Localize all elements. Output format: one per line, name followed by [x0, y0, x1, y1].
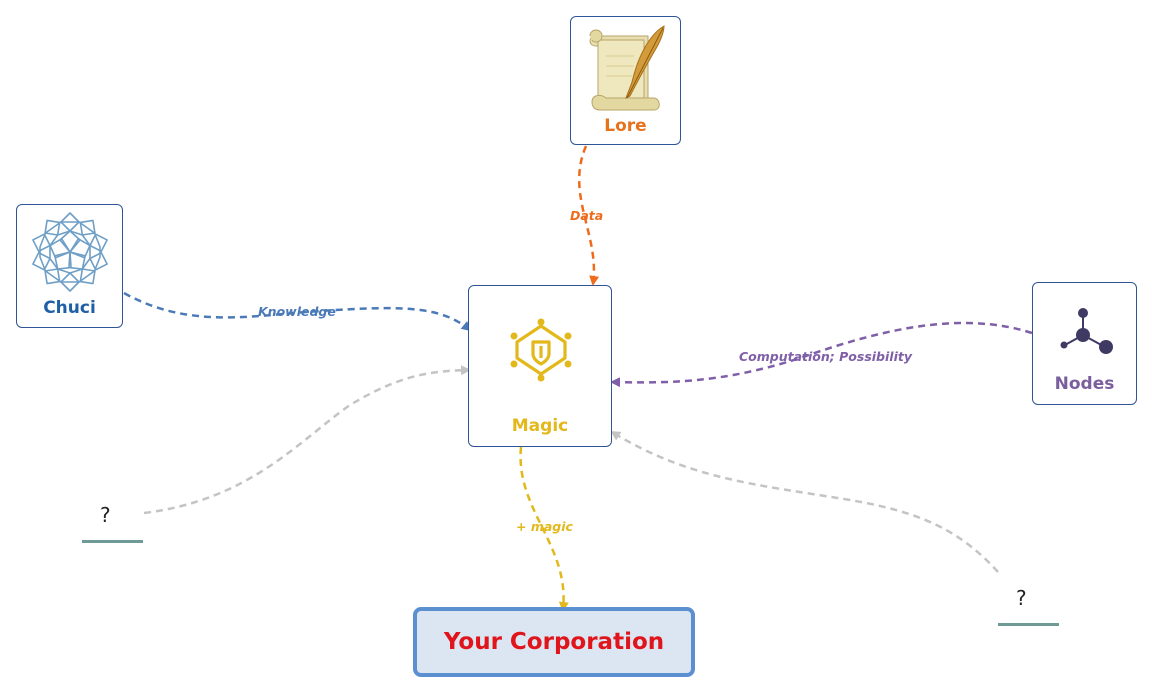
scroll-quill-icon	[589, 25, 665, 111]
underline-unknown-left	[82, 540, 143, 543]
edge-label-data: Data	[570, 208, 603, 223]
edge-unknown-left	[143, 365, 471, 515]
rosette-icon	[29, 212, 111, 292]
node-magic[interactable]: Magic	[468, 285, 612, 447]
node-label-magic: Magic	[511, 416, 569, 436]
edge-label-knowledge: Knowledge	[258, 304, 336, 319]
node-label-chuci: Chuci	[43, 298, 96, 318]
edge-unknown-right	[610, 430, 999, 573]
edge-label-plus-magic: + magic	[516, 519, 574, 534]
node-lore[interactable]: Lore	[570, 16, 681, 145]
node-nodes[interactable]: Nodes	[1032, 282, 1137, 405]
edge-plus-magic	[519, 446, 569, 612]
edge-knowledge	[123, 291, 472, 332]
star-shield-icon	[510, 318, 572, 382]
edge-data	[577, 145, 600, 286]
node-unknown-right[interactable]: ?	[1016, 586, 1027, 610]
molecule-icon	[1060, 308, 1113, 354]
node-label-lore: Lore	[604, 116, 647, 136]
node-label-corporation: Your Corporation	[443, 629, 665, 655]
edge-label-computation: Computation; Possibility	[739, 349, 913, 364]
node-label-nodes: Nodes	[1054, 374, 1115, 394]
node-unknown-left[interactable]: ?	[100, 503, 111, 527]
node-chuci[interactable]: Chuci	[16, 204, 123, 328]
underline-unknown-right	[998, 623, 1059, 626]
edge-computation	[610, 321, 1033, 388]
node-corporation[interactable]: Your Corporation	[413, 607, 695, 677]
